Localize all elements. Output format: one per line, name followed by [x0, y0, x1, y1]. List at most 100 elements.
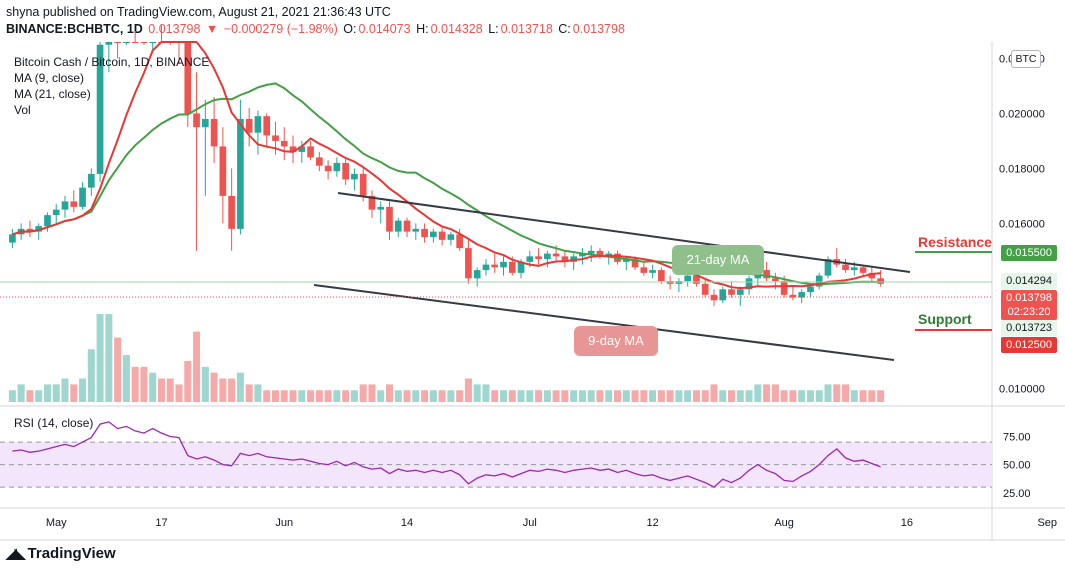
price-tag-ma9: 0.013723 — [1001, 320, 1057, 336]
candle-body — [219, 146, 227, 196]
candle-body — [552, 253, 560, 257]
volume-bar — [219, 378, 227, 402]
volume-bar — [61, 378, 69, 402]
candle-body — [351, 173, 358, 180]
volume-bar — [508, 390, 516, 402]
close-value: 0.013798 — [572, 22, 625, 36]
candle-body — [465, 248, 472, 279]
time-tick-label: 12 — [646, 517, 658, 529]
volume-bar — [499, 390, 508, 402]
volume-bar — [456, 390, 464, 402]
volume-bar — [26, 390, 34, 402]
volume-bar — [552, 390, 560, 402]
candle-body — [640, 267, 648, 273]
candle-body — [87, 173, 95, 188]
currency-badge[interactable]: BTC — [1011, 50, 1041, 68]
candle-body — [868, 272, 876, 279]
bar-countdown: 02:23:20 — [1007, 306, 1051, 318]
ma9-annotation: 9-day MA — [574, 326, 658, 356]
resistance-label: Resistance — [918, 234, 992, 250]
volume-bar — [640, 390, 648, 402]
high-value: 0.014328 — [430, 22, 483, 36]
volume-bar — [377, 390, 385, 402]
candle-body — [9, 234, 16, 243]
ma9-line — [12, 41, 881, 290]
candle-body — [307, 146, 314, 158]
price-tick-label: 0.010000 — [999, 383, 1045, 395]
volume-bar — [298, 390, 306, 402]
volume-bar — [52, 384, 60, 402]
volume-bar — [359, 384, 367, 402]
volume-bar — [649, 390, 657, 402]
legend-ma21: MA (21, close) — [14, 87, 91, 101]
volume-bar — [403, 390, 411, 402]
candle-body — [500, 261, 507, 268]
time-tick-label: 16 — [901, 517, 913, 529]
volume-bar — [263, 390, 271, 402]
candle-body — [482, 264, 490, 271]
publish-info: shyna published on TradingView.com, Augu… — [6, 5, 391, 19]
candle-body — [263, 116, 271, 136]
candle-body — [649, 270, 656, 273]
candle-body — [710, 294, 718, 301]
candle-body — [79, 187, 86, 207]
volume-bar — [193, 331, 201, 402]
volume-bar — [184, 360, 192, 402]
volume-bar — [8, 390, 16, 402]
candle-body — [693, 275, 700, 284]
trend-channel — [313, 192, 911, 361]
volume-bar — [105, 314, 113, 402]
symbol-label: BINANCE:BCHBTC, 1D — [6, 22, 143, 36]
volume-bar — [850, 390, 858, 402]
close-label: C: — [558, 22, 571, 36]
candle-body — [596, 250, 604, 257]
volume-bar — [622, 390, 630, 402]
open-value: 0.014073 — [358, 22, 411, 36]
volume-bar — [254, 384, 262, 402]
candle-body — [535, 256, 542, 260]
high-label: H: — [416, 22, 429, 36]
volume-bar — [578, 390, 586, 402]
volume-bar — [122, 355, 130, 402]
volume-bar — [17, 384, 25, 402]
volume-bar — [815, 390, 823, 402]
candle-body — [789, 294, 797, 298]
price-change: −0.000279 (−1.98%) — [223, 22, 338, 36]
volume-bar — [157, 378, 165, 402]
candle-body — [272, 135, 279, 141]
candle-body — [96, 44, 104, 174]
candle-body — [517, 261, 525, 273]
rsi-panel — [0, 421, 992, 488]
tradingview-footer[interactable]: ◢◣ TradingView — [6, 545, 116, 562]
volume-bar — [605, 390, 613, 402]
volume-bar — [570, 390, 578, 402]
volume-bar — [412, 390, 420, 402]
publish-header: shyna published on TradingView.com, Augu… — [6, 4, 627, 38]
volume-bar — [368, 384, 376, 402]
open-label: O: — [343, 22, 357, 36]
candle-body — [824, 259, 832, 276]
volume-bar — [307, 390, 315, 402]
candle-body — [342, 162, 349, 180]
candle-body — [859, 267, 867, 273]
tradingview-logo-icon: ◢◣ — [6, 545, 25, 561]
volume-bar — [175, 384, 183, 402]
time-tick-label: Jul — [523, 517, 537, 529]
volume-bar — [96, 314, 104, 402]
chart-legend: Bitcoin Cash / Bitcoin, 1D, BINANCE MA (… — [14, 54, 209, 118]
price-tag-support: 0.012500 — [1001, 337, 1057, 353]
candle-body — [491, 264, 499, 268]
volume-bar — [736, 390, 744, 402]
volume-bar — [543, 390, 551, 402]
low-label: L: — [488, 22, 499, 36]
candle-body — [70, 201, 78, 207]
volume-bar — [675, 390, 683, 402]
volume-bar — [745, 390, 753, 402]
candle-body — [44, 215, 51, 227]
price-tick-label: 0.016000 — [999, 218, 1045, 230]
candle-body — [701, 283, 709, 295]
candle-body — [394, 220, 402, 232]
price-tag-last: 0.013798 02:23:20 — [1001, 290, 1057, 320]
time-tick-label: Sep — [1037, 517, 1057, 529]
chart-canvas[interactable]: 0.0220000.0200000.0180000.0160000.010000… — [0, 0, 1065, 545]
